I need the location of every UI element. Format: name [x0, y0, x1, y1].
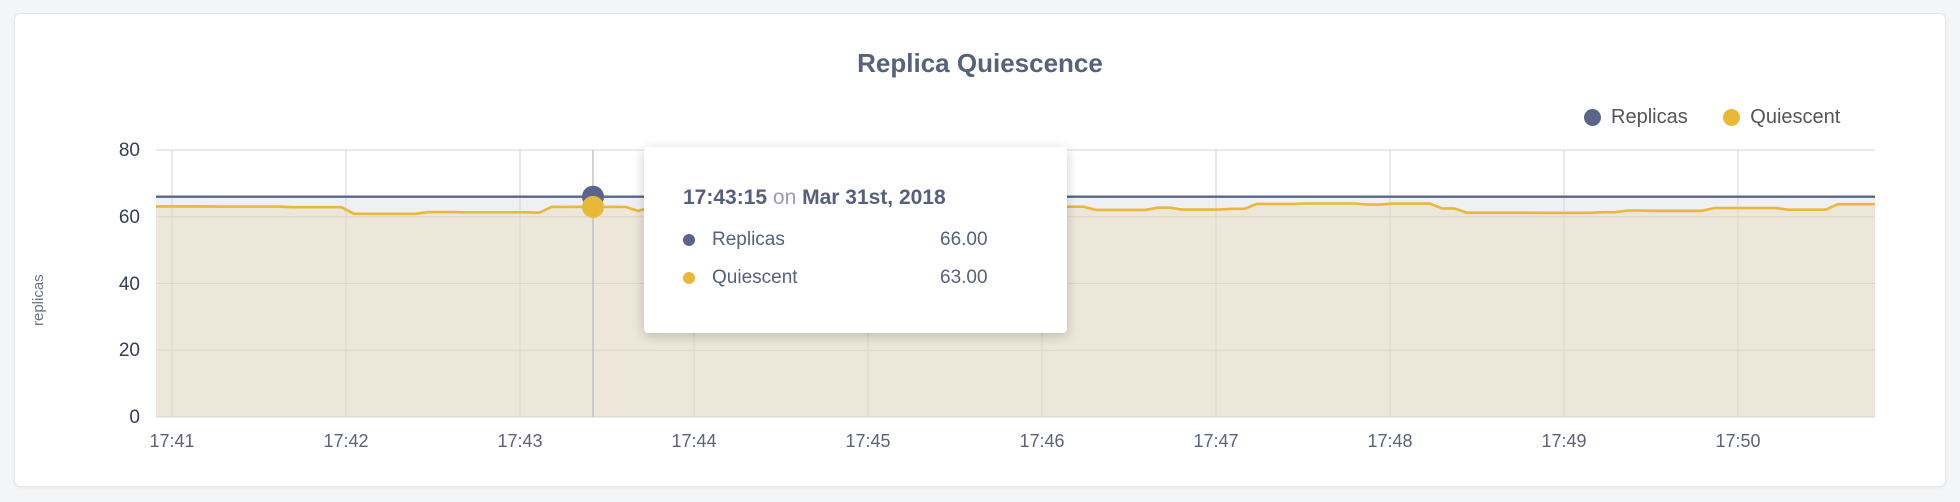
svg-text:17:42: 17:42 — [323, 431, 368, 451]
svg-text:40: 40 — [119, 274, 140, 295]
svg-text:17:46: 17:46 — [1019, 431, 1064, 451]
svg-text:17:47: 17:47 — [1193, 431, 1238, 451]
svg-text:80: 80 — [119, 140, 140, 161]
svg-text:60: 60 — [119, 207, 140, 228]
svg-text:0: 0 — [129, 407, 140, 428]
svg-text:17:44: 17:44 — [671, 431, 716, 451]
svg-text:17:49: 17:49 — [1541, 431, 1586, 451]
svg-text:17:43: 17:43 — [497, 431, 542, 451]
svg-text:20: 20 — [119, 340, 140, 361]
svg-text:17:48: 17:48 — [1367, 431, 1412, 451]
svg-text:17:50: 17:50 — [1715, 431, 1760, 451]
svg-text:17:45: 17:45 — [845, 431, 890, 451]
svg-text:17:41: 17:41 — [149, 431, 194, 451]
